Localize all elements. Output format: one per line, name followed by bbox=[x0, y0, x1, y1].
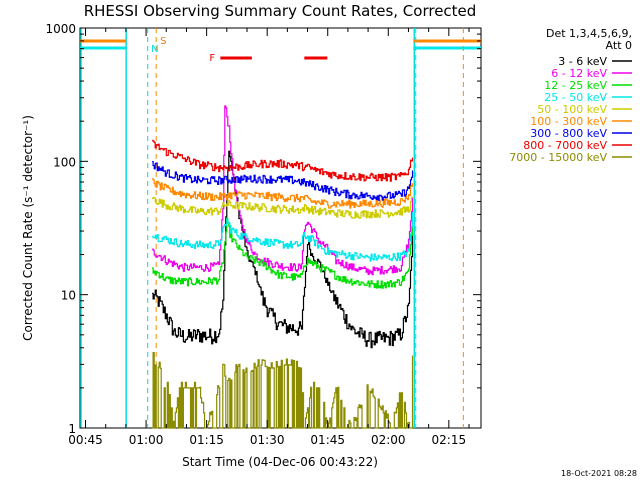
x-tick-label: 02:00 bbox=[371, 433, 406, 447]
legend-entry-label: 300 - 800 keV bbox=[530, 127, 607, 140]
legend-entry-label: 800 - 7000 keV bbox=[523, 139, 607, 152]
series-line bbox=[152, 161, 414, 201]
legend-entry-label: 7000 - 15000 keV bbox=[509, 151, 607, 164]
x-tick-label: 00:45 bbox=[68, 433, 103, 447]
chart-title: RHESSI Observing Summary Count Rates, Co… bbox=[84, 2, 477, 20]
legend-entry-label: 3 - 6 keV bbox=[558, 55, 607, 68]
legend-header: Det 1,3,4,5,6,9, bbox=[546, 27, 632, 40]
y-tick-label: 1000 bbox=[45, 22, 76, 36]
x-tick-label: 01:30 bbox=[250, 433, 285, 447]
markers-layer: SN F bbox=[80, 28, 481, 428]
y-tick-label: 10 bbox=[61, 289, 76, 303]
x-tick-label: 02:15 bbox=[432, 433, 467, 447]
marker-s-label: S bbox=[160, 36, 166, 47]
series-line bbox=[152, 150, 414, 349]
series-layer bbox=[152, 105, 414, 429]
flare-marker-label: F bbox=[209, 53, 215, 64]
y-tick-label: 1 bbox=[68, 422, 76, 436]
timestamp: 18-Oct-2021 08:28 bbox=[561, 469, 637, 478]
legend-entry-label: 12 - 25 keV bbox=[544, 79, 607, 92]
series-line bbox=[152, 178, 414, 209]
legend-entry-label: 50 - 100 keV bbox=[537, 103, 607, 116]
legend-entry-label: 6 - 12 keV bbox=[551, 67, 607, 80]
x-tick-label: 01:15 bbox=[189, 433, 224, 447]
series-line bbox=[152, 217, 414, 289]
legend-entry-label: 25 - 50 keV bbox=[544, 91, 607, 104]
x-tick-label: 01:00 bbox=[129, 433, 164, 447]
y-axis-label: Corrected Count Rate (s⁻¹ detector⁻¹) bbox=[21, 115, 35, 341]
y-tick-label: 100 bbox=[53, 155, 76, 169]
legend-entry-label: 100 - 300 keV bbox=[530, 115, 607, 128]
ticks-layer: 00:45 01:00 01:15 01:30 01:45 02:00 02:15 1 10 10… bbox=[45, 22, 481, 447]
x-tick-label: 01:45 bbox=[310, 433, 345, 447]
legend-header: Att 0 bbox=[606, 39, 632, 52]
series-line bbox=[152, 139, 414, 182]
series-line bbox=[152, 352, 414, 429]
series-line bbox=[152, 212, 414, 262]
series-line bbox=[152, 196, 414, 219]
series-line bbox=[152, 105, 414, 276]
marker-n-label: N bbox=[151, 44, 158, 55]
x-axis-label: Start Time (04-Dec-06 00:43:22) bbox=[182, 455, 378, 469]
